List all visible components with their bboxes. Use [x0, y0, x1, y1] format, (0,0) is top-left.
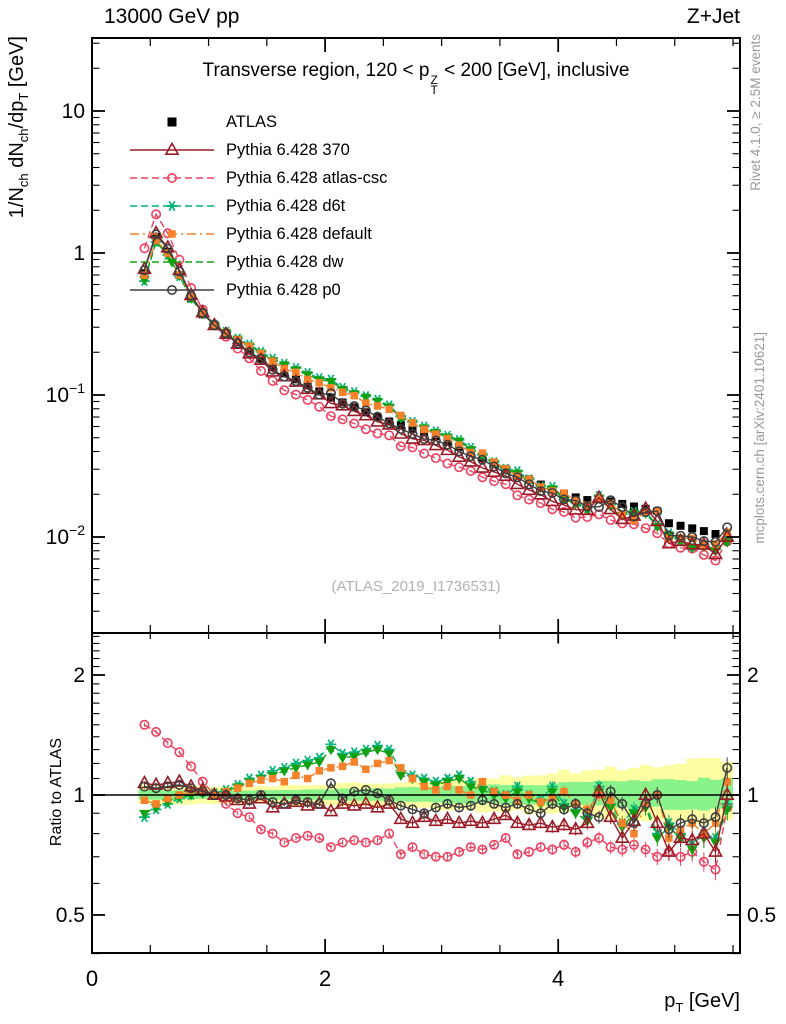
legend-item-p370: Pythia 6.428 370	[128, 136, 387, 164]
mcplots-reference-note: mcplots.cern.ch [arXiv:2401.10621]	[752, 332, 767, 544]
legend-item-d6t: Pythia 6.428 d6t	[128, 192, 387, 220]
series-p0-main	[139, 229, 733, 547]
legend-label: Pythia 6.428 atlas-csc	[226, 168, 388, 187]
legend-label: Pythia 6.428 p0	[226, 280, 341, 299]
legend-label: ATLAS	[226, 112, 278, 131]
process-label: Z+Jet	[686, 5, 740, 28]
main-panel-series	[137, 209, 735, 566]
atlas-csc-legend-marker-icon	[130, 173, 214, 183]
x-tick-label: 2	[319, 966, 331, 991]
ratio-tick-label: 0.5	[56, 904, 85, 927]
legend-item-atlas: ATLAS	[128, 108, 387, 136]
series-p0-ratio	[139, 757, 733, 839]
legend-item-p0: Pythia 6.428 p0	[128, 276, 387, 304]
p0-legend-marker-icon	[130, 285, 214, 295]
legend-label: Pythia 6.428 d6t	[226, 196, 346, 215]
axes: 0 2 4 10 1 10−1 10−2 2 2 1 1 0.5 0.5	[46, 37, 776, 991]
ratio-tick-label: 1	[73, 784, 85, 807]
legend-item-dw: Pythia 6.428 dw	[128, 248, 387, 276]
x-axis-title: pT [GeV]	[664, 990, 740, 1015]
y-tick-label: 10−2	[46, 522, 86, 549]
ratio-panel-frame	[91, 632, 741, 954]
legend-item-atlas-csc: Pythia 6.428 atlas-csc	[128, 164, 387, 192]
ratio-tick-label-right: 0.5	[747, 904, 776, 927]
ratio-tick-label: 2	[73, 664, 85, 687]
rivet-version-note: Rivet 4.1.0, ≥ 2.5M events	[748, 34, 763, 191]
ratio-tick-label-right: 1	[747, 784, 759, 807]
title-suffix: < 200 [GeV], inclusive	[438, 60, 630, 81]
main-y-axis-title: 1/Nch dNch/dpT [GeV]	[6, 36, 31, 219]
ratio-tick-label-right: 2	[747, 664, 759, 687]
legend-item-default: Pythia 6.428 default	[128, 220, 387, 248]
x-tick-label: 4	[552, 966, 564, 991]
atlas-legend-marker-icon	[167, 117, 177, 127]
legend-label: Pythia 6.428 dw	[226, 252, 344, 271]
ratio-panel-series	[137, 719, 735, 881]
legend-label: Pythia 6.428 370	[226, 140, 350, 159]
legend-label: Pythia 6.428 default	[226, 224, 372, 243]
green-band	[138, 777, 734, 811]
x-tick-label: 0	[86, 966, 98, 991]
title-prefix: Transverse region, 120 < p	[202, 60, 430, 81]
dw-legend-marker-icon	[130, 258, 214, 268]
y-tick-label: 1	[73, 242, 85, 265]
ratio-y-axis-title: Ratio to ATLAS	[48, 737, 65, 847]
legend: ATLAS Pythia 6.428 370 Pythia 6.428 atlas-…	[128, 108, 387, 304]
beam-energy-label: 13000 GeV pp	[104, 5, 240, 28]
d6t-legend-marker-icon	[130, 200, 214, 212]
p370-legend-marker-icon	[130, 141, 214, 156]
default-legend-marker-icon	[130, 230, 214, 238]
y-tick-label: 10	[62, 100, 85, 123]
y-tick-label: 10−1	[46, 380, 86, 407]
analysis-watermark: (ATLAS_2019_I1736531)	[331, 578, 501, 595]
